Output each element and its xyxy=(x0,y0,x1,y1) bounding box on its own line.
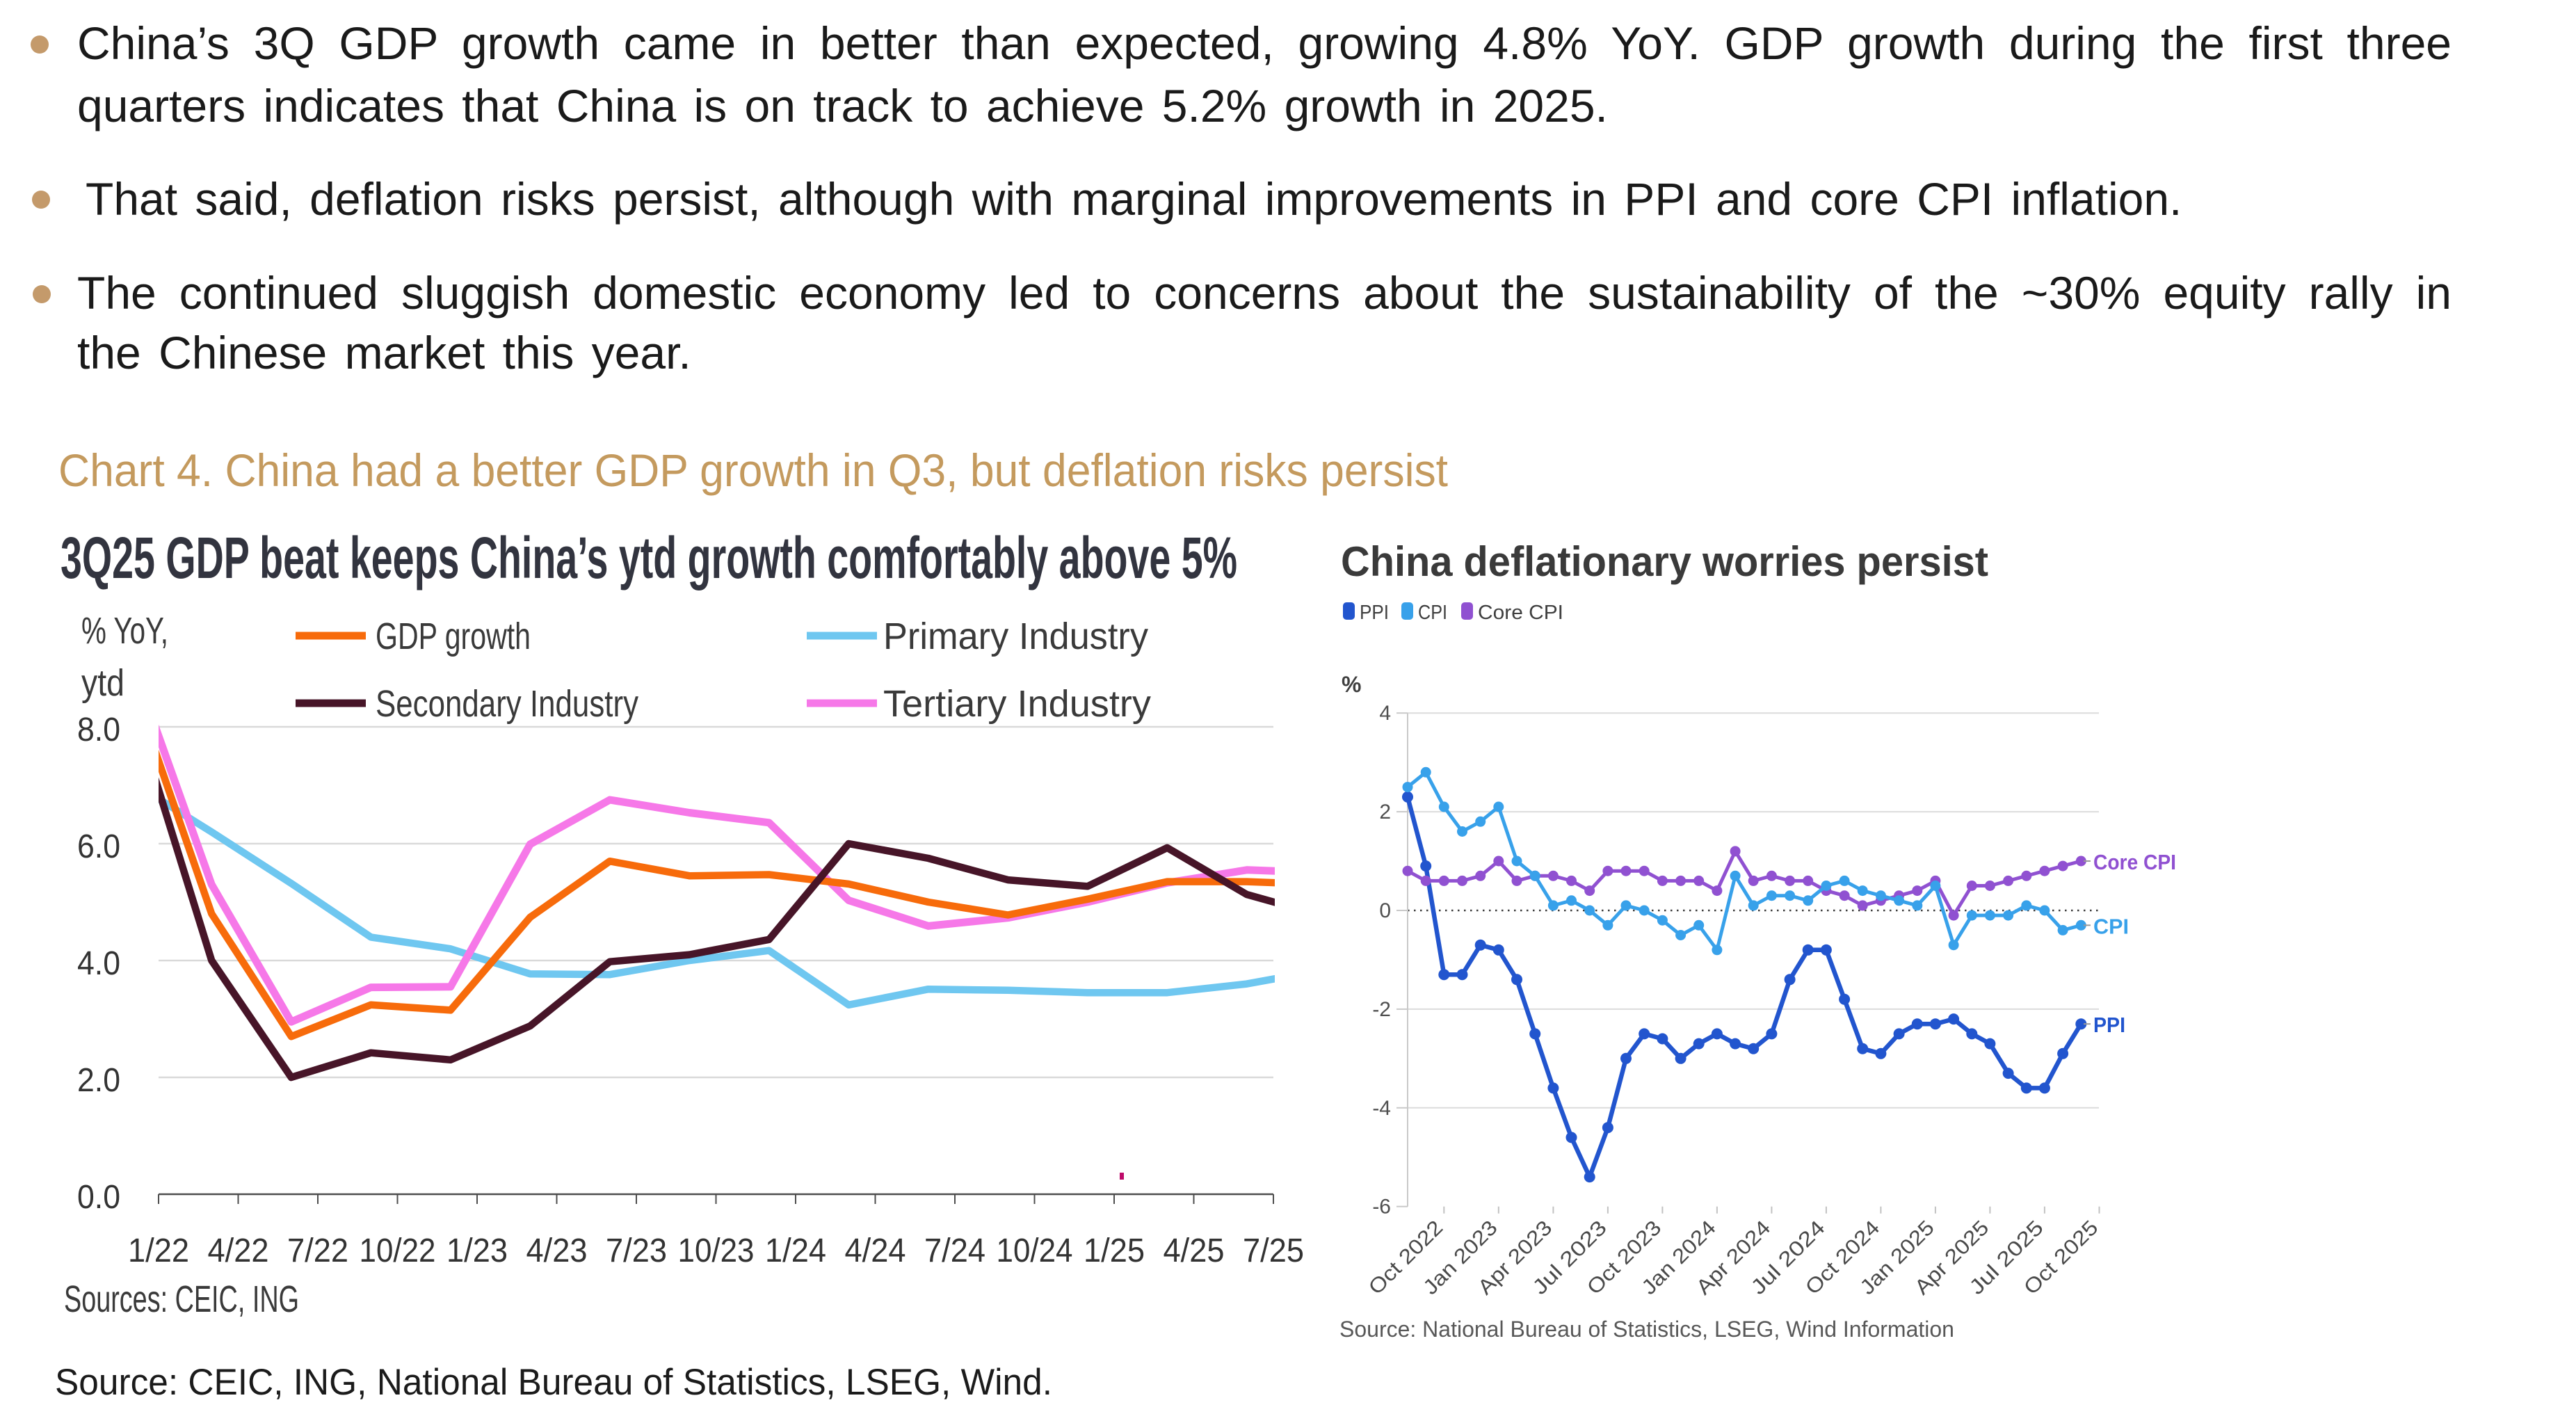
svg-text:6.0: 6.0 xyxy=(77,828,120,865)
svg-text:3Q25 GDP beat keeps China’s yt: 3Q25 GDP beat keeps China’s ytd growth c… xyxy=(61,525,1237,590)
svg-text:4: 4 xyxy=(1379,702,1391,725)
svg-text:Sources: CEIC, ING: Sources: CEIC, ING xyxy=(64,1278,299,1320)
svg-text:CPI: CPI xyxy=(2093,914,2129,938)
svg-text:China deflationary worries per: China deflationary worries persist xyxy=(1341,538,1988,585)
svg-text:1/25: 1/25 xyxy=(1084,1232,1145,1269)
svg-text:% YoY,: % YoY, xyxy=(81,610,168,652)
svg-text:Source: National Bureau of Sta: Source: National Bureau of Statistics, L… xyxy=(1339,1317,1954,1342)
svg-text:4/23: 4/23 xyxy=(526,1232,588,1269)
svg-text:Core CPI: Core CPI xyxy=(1478,602,1563,624)
svg-text:CPI: CPI xyxy=(1418,602,1447,624)
svg-text:0: 0 xyxy=(1379,899,1391,922)
svg-text:1/22: 1/22 xyxy=(128,1232,189,1269)
svg-text:Source: CEIC, ING, National Bu: Source: CEIC, ING, National Bureau of St… xyxy=(55,1362,1052,1403)
svg-text:GDP growth: GDP growth xyxy=(376,616,531,657)
svg-text:PPI: PPI xyxy=(2093,1013,2125,1037)
svg-text:2: 2 xyxy=(1379,801,1391,824)
svg-text:7/25: 7/25 xyxy=(1243,1232,1304,1269)
svg-text:Core CPI: Core CPI xyxy=(2093,850,2176,874)
svg-text:ytd: ytd xyxy=(81,662,124,704)
svg-text:10/22: 10/22 xyxy=(360,1232,436,1269)
svg-text:2.0: 2.0 xyxy=(77,1062,120,1099)
svg-text:-6: -6 xyxy=(1372,1196,1391,1219)
svg-text:1/24: 1/24 xyxy=(765,1232,826,1269)
svg-text:4.0: 4.0 xyxy=(77,945,120,982)
svg-text:10/23: 10/23 xyxy=(678,1232,755,1269)
svg-text:8.0: 8.0 xyxy=(77,712,120,748)
svg-text:10/24: 10/24 xyxy=(997,1232,1073,1269)
svg-text:Secondary Industry: Secondary Industry xyxy=(376,683,638,725)
svg-text:PPI: PPI xyxy=(1360,602,1389,624)
svg-text:7/24: 7/24 xyxy=(924,1232,985,1269)
svg-text:0.0: 0.0 xyxy=(77,1179,120,1216)
svg-text:-2: -2 xyxy=(1372,998,1391,1021)
svg-text:1/23: 1/23 xyxy=(446,1232,508,1269)
svg-text:7/23: 7/23 xyxy=(606,1232,667,1269)
svg-text:-4: -4 xyxy=(1372,1097,1391,1120)
svg-text:Tertiary Industry: Tertiary Industry xyxy=(883,683,1151,725)
svg-text:4/24: 4/24 xyxy=(845,1232,906,1269)
svg-text:%: % xyxy=(1342,672,1361,697)
svg-text:7/22: 7/22 xyxy=(287,1232,348,1269)
svg-text:4/22: 4/22 xyxy=(208,1232,269,1269)
svg-text:Primary Industry: Primary Industry xyxy=(883,616,1148,657)
svg-text:4/25: 4/25 xyxy=(1164,1232,1225,1269)
